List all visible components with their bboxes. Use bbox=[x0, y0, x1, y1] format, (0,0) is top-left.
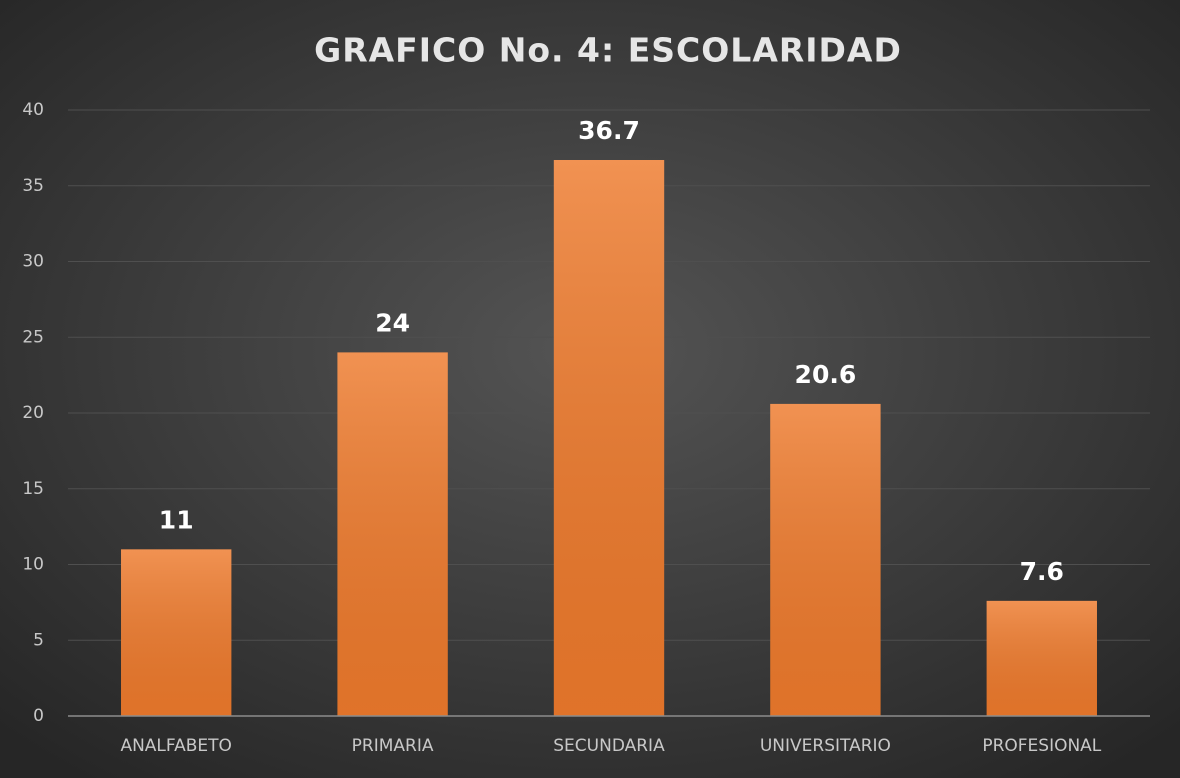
data-label: 7.6 bbox=[1020, 557, 1064, 586]
x-tick-label: SECUNDARIA bbox=[553, 736, 665, 756]
data-label: 11 bbox=[159, 505, 194, 534]
bar-shade bbox=[121, 549, 232, 716]
y-tick-label: 30 bbox=[22, 252, 44, 272]
y-tick-label: 5 bbox=[33, 630, 44, 650]
chart-title: GRAFICO No. 4: ESCOLARIDAD bbox=[314, 31, 902, 70]
bar-shade bbox=[986, 600, 1097, 716]
x-tick-label: UNIVERSITARIO bbox=[760, 736, 891, 756]
y-tick-label: 10 bbox=[22, 555, 44, 575]
y-tick-label: 35 bbox=[22, 176, 44, 196]
x-tick-label: PROFESIONAL bbox=[982, 736, 1101, 756]
y-tick-label: 0 bbox=[33, 706, 44, 726]
y-tick-label: 20 bbox=[22, 403, 44, 423]
data-label: 20.6 bbox=[795, 360, 857, 389]
y-tick-label: 40 bbox=[22, 100, 44, 120]
data-label: 24 bbox=[375, 308, 410, 337]
y-tick-label: 25 bbox=[22, 327, 44, 347]
data-label: 36.7 bbox=[578, 116, 640, 145]
y-tick-label: 15 bbox=[22, 479, 44, 499]
bar-shade bbox=[553, 159, 665, 716]
bar-shade bbox=[337, 352, 448, 716]
bar-shade bbox=[770, 403, 881, 716]
x-tick-label: PRIMARIA bbox=[352, 736, 434, 756]
x-tick-label: ANALFABETO bbox=[120, 736, 231, 756]
